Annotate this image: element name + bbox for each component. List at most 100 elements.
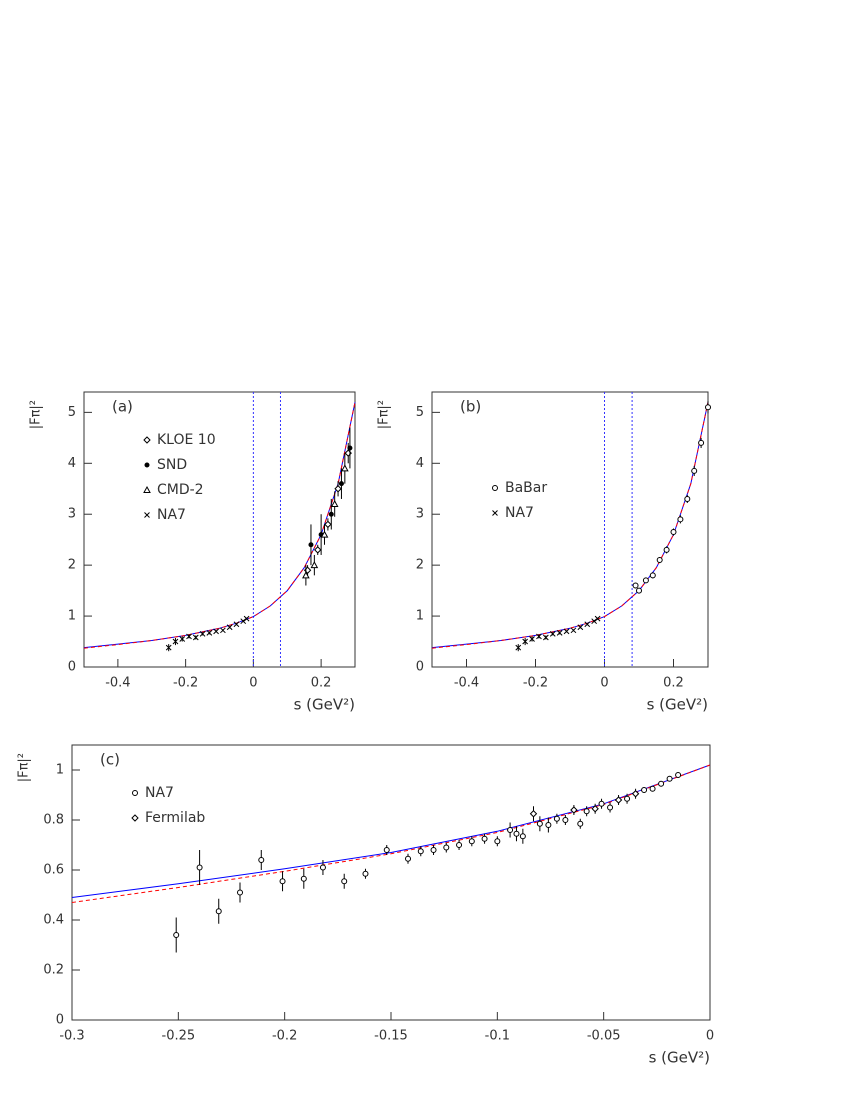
marker xyxy=(192,634,199,641)
legend-marker xyxy=(144,462,150,468)
marker xyxy=(405,855,412,862)
marker xyxy=(330,499,339,508)
legend-label: SND xyxy=(157,457,187,473)
marker xyxy=(536,633,542,640)
marker xyxy=(594,615,601,622)
x-tick-label: -0.3 xyxy=(59,1029,84,1044)
marker xyxy=(549,631,556,637)
marker xyxy=(199,631,206,637)
marker xyxy=(553,815,560,822)
y-tick-label: 5 xyxy=(416,405,424,420)
legend-label: NA7 xyxy=(145,785,174,801)
marker xyxy=(570,806,578,814)
legend-marker xyxy=(132,790,138,796)
x-tick-label: -0.2 xyxy=(173,676,198,691)
marker xyxy=(556,630,563,636)
y-tick-label: 4 xyxy=(416,456,424,471)
panel-label: (c) xyxy=(100,751,120,769)
x-tick-label: 0 xyxy=(600,676,608,691)
marker xyxy=(529,810,538,818)
marker xyxy=(173,932,180,938)
marker xyxy=(300,875,307,882)
x-tick-label: -0.15 xyxy=(374,1029,408,1044)
x-tick-label: -0.05 xyxy=(587,1029,621,1044)
y-tick-label: 1 xyxy=(416,609,424,624)
marker xyxy=(545,822,552,828)
y-tick-label: 5 xyxy=(68,405,76,420)
marker xyxy=(240,618,247,625)
marker xyxy=(324,520,332,529)
x-axis-label: s (GeV²) xyxy=(294,696,355,714)
marker xyxy=(529,636,535,642)
marker xyxy=(584,621,591,628)
marker xyxy=(691,467,698,474)
fit-curve xyxy=(431,402,709,649)
marker xyxy=(328,511,334,517)
marker xyxy=(172,638,179,645)
marker xyxy=(334,485,342,493)
marker xyxy=(226,624,233,631)
marker xyxy=(196,864,203,871)
marker xyxy=(340,464,349,472)
marker xyxy=(666,775,673,782)
marker xyxy=(591,618,598,625)
x-tick-label: 0.2 xyxy=(311,676,332,691)
marker xyxy=(624,795,631,802)
marker xyxy=(215,908,222,915)
marker xyxy=(591,805,599,813)
legend-label: CMD-2 xyxy=(157,482,204,498)
x-axis-label: s (GeV²) xyxy=(649,1049,710,1067)
y-tick-label: 1 xyxy=(68,609,76,624)
marker xyxy=(237,889,244,896)
legend-label: BaBar xyxy=(505,480,547,496)
fit-curve xyxy=(83,402,356,649)
marker xyxy=(513,830,520,837)
y-tick-label: 0 xyxy=(416,660,424,675)
marker xyxy=(314,546,322,554)
marker xyxy=(656,557,663,564)
marker xyxy=(658,780,665,787)
x-tick-label: -0.2 xyxy=(272,1029,297,1044)
marker xyxy=(443,844,450,851)
marker xyxy=(468,838,475,845)
legend-label: KLOE 10 xyxy=(157,432,216,448)
legend-marker xyxy=(144,512,150,518)
y-tick-label: 2 xyxy=(68,558,76,573)
x-tick-label: 0.2 xyxy=(663,676,684,691)
marker xyxy=(570,627,577,634)
marker xyxy=(456,842,463,848)
y-tick-label: 1 xyxy=(56,763,64,778)
y-tick-label: 0 xyxy=(68,660,76,675)
y-tick-label: 3 xyxy=(416,507,424,522)
x-tick-label: -0.1 xyxy=(485,1029,510,1044)
marker xyxy=(614,796,623,804)
marker xyxy=(542,634,549,641)
marker xyxy=(319,864,326,871)
legend-marker xyxy=(492,485,498,491)
y-tick-label: 0 xyxy=(56,1013,64,1028)
marker xyxy=(308,542,314,548)
marker xyxy=(258,857,265,863)
y-tick-label: 0.2 xyxy=(43,963,64,978)
legend-marker xyxy=(492,510,498,516)
fit-curve xyxy=(431,402,709,649)
marker xyxy=(362,870,369,877)
marker xyxy=(677,516,684,523)
y-tick-label: 2 xyxy=(416,558,424,573)
marker xyxy=(430,847,437,853)
marker xyxy=(562,817,569,823)
marker xyxy=(507,827,514,833)
marker xyxy=(641,787,648,793)
marker xyxy=(179,636,186,642)
legend-marker xyxy=(143,436,151,444)
legend-label: Fermilab xyxy=(145,810,205,826)
plot-frame xyxy=(431,391,709,668)
marker xyxy=(347,445,353,451)
marker xyxy=(494,838,501,845)
x-tick-label: -0.25 xyxy=(162,1029,196,1044)
y-tick-label: 0.6 xyxy=(43,863,64,878)
marker xyxy=(598,800,605,807)
marker xyxy=(417,848,424,855)
marker xyxy=(338,481,344,487)
